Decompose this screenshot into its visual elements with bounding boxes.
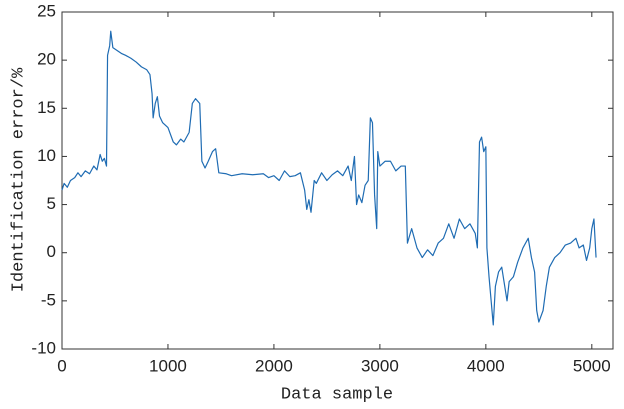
y-tick-label: -10 (31, 338, 56, 357)
y-tick-label: 25 (37, 1, 56, 20)
plot-frame (61, 11, 614, 350)
y-tick-label: 20 (37, 50, 56, 69)
x-tick-label: 0 (57, 356, 66, 375)
y-tick-label: -5 (41, 290, 56, 309)
x-tick-label: 2000 (255, 356, 293, 375)
y-tick-label: 10 (37, 146, 56, 165)
x-tick-label: 1000 (149, 356, 187, 375)
y-tick-label: 15 (37, 98, 56, 117)
y-axis-title: Identification error/% (9, 67, 28, 292)
x-tick-label: 4000 (467, 356, 505, 375)
data-line (61, 30, 597, 326)
y-tick-label: 5 (47, 194, 56, 213)
x-tick-label: 3000 (361, 356, 399, 375)
x-tick-label: 5000 (573, 356, 611, 375)
y-tick-label: 0 (47, 242, 56, 261)
x-axis-title: Data sample (281, 385, 393, 404)
